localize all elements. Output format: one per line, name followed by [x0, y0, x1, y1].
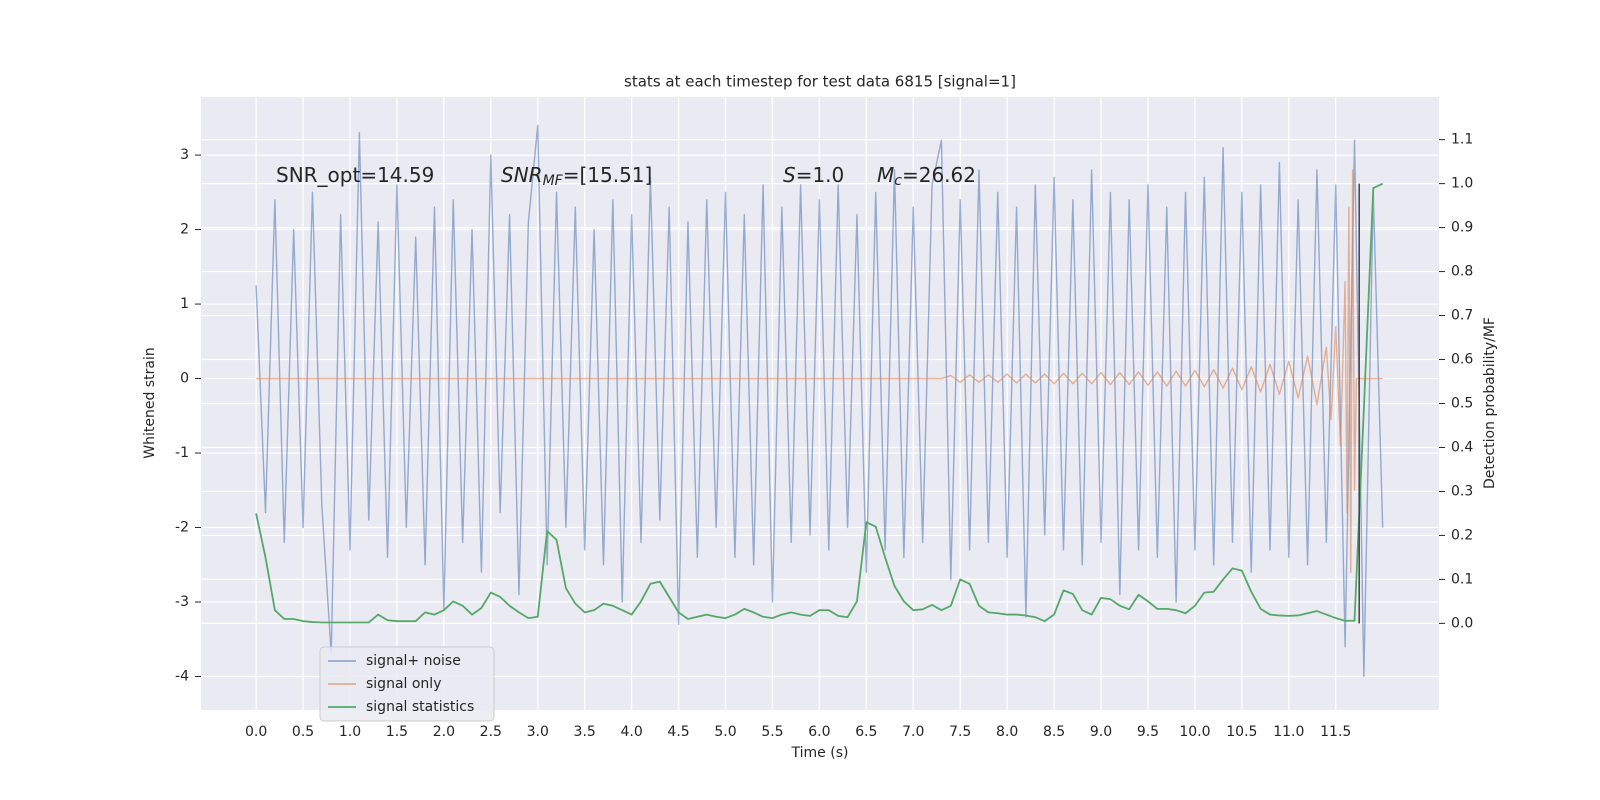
x-tick-label: 8.5: [1043, 724, 1065, 740]
annotation-subscript: c: [894, 173, 902, 189]
annotation: Mc=26.62: [877, 163, 976, 190]
x-tick-label: 9.5: [1137, 724, 1159, 740]
x-tick-label: 3.5: [574, 724, 596, 740]
x-tick-label: 5.5: [761, 724, 783, 740]
y2-tick-label: 0.7: [1451, 308, 1473, 324]
annotation-text: =[15.51]: [563, 163, 653, 187]
y-tick-label: -3: [175, 594, 189, 610]
y2-tick-label: 0.6: [1451, 352, 1473, 368]
x-tick-label: 2.5: [480, 724, 502, 740]
y-tick-label: -1: [175, 445, 189, 461]
x-tick-label: 4.5: [667, 724, 689, 740]
annotation-text: SNR_opt=14.59: [276, 163, 434, 187]
x-tick-label: 10.0: [1179, 724, 1210, 740]
y2-tick-label: 0.1: [1451, 571, 1473, 587]
legend-label: signal statistics: [366, 699, 474, 715]
annotation: SNR_opt=14.59: [276, 163, 434, 187]
annotation-math: S: [783, 163, 796, 187]
x-tick-label: 6.5: [855, 724, 877, 740]
y2-tick-label: 0.0: [1451, 615, 1473, 631]
plot-marks: [255, 124, 1384, 678]
legend-label: signal only: [366, 676, 441, 692]
y2-tick-label: 1.0: [1451, 176, 1473, 192]
x-tick-label: 7.0: [902, 724, 924, 740]
y2-tick-label: 1.1: [1451, 132, 1473, 148]
series-line: [255, 182, 1384, 624]
legend-label: signal+ noise: [366, 653, 461, 669]
annotation-subscript: MF: [543, 173, 564, 189]
x-tick-label: 1.5: [386, 724, 408, 740]
y2-tick-label: 0.4: [1451, 439, 1473, 455]
y-tick-label: 3: [180, 147, 189, 163]
y2-tick-label: 0.5: [1451, 396, 1473, 412]
y2-tick-label: 0.8: [1451, 264, 1473, 280]
x-tick-label: 7.5: [949, 724, 971, 740]
annotation-text: =1.0: [796, 163, 845, 187]
x-tick-label: 6.0: [808, 724, 830, 740]
chart-title: stats at each timestep for test data 681…: [624, 73, 1016, 91]
series-line: [256, 169, 1383, 573]
x-tick-label: 5.0: [714, 724, 736, 740]
y-axis-label: Whitened strain: [142, 347, 158, 458]
y-tick-label: -2: [175, 520, 189, 536]
y2-tick-label: 0.9: [1451, 220, 1473, 236]
y2-tick-label: 0.3: [1451, 483, 1473, 499]
x-tick-label: 0.5: [292, 724, 314, 740]
y-tick-label: 0: [180, 371, 189, 387]
x-tick-label: 8.0: [996, 724, 1018, 740]
x-axis-label: Time (s): [791, 745, 849, 761]
annotation-text: =26.62: [902, 163, 976, 187]
annotation: S=1.0: [783, 163, 844, 187]
x-tick-label: 2.0: [433, 724, 455, 740]
x-tick-label: 11.5: [1320, 724, 1351, 740]
y2-axis-label: Detection probability/MF: [1482, 317, 1498, 489]
x-tick-label: 11.0: [1273, 724, 1304, 740]
overlay: 0.0 0.5 1.0 1.5 2.0 2.5 3.0 3.5 4.0 4.5 5.0 5.5 6.0 6…: [175, 132, 1473, 740]
y-tick-label: 2: [180, 222, 189, 238]
x-tick-label: 0.0: [245, 724, 267, 740]
x-tick-label: 9.0: [1090, 724, 1112, 740]
x-tick-label: 10.5: [1226, 724, 1257, 740]
annotation: SNRMF=[15.51]: [501, 163, 652, 190]
annotation-math: M: [877, 163, 894, 187]
x-tick-label: 4.0: [620, 724, 642, 740]
x-tick-label: 1.0: [339, 724, 361, 740]
y-tick-label: -4: [175, 668, 189, 684]
legend-box: [319, 646, 495, 722]
annotation-math: SNR: [501, 163, 543, 187]
y2-tick-label: 0.2: [1451, 527, 1473, 543]
x-tick-label: 3.0: [527, 724, 549, 740]
y-tick-label: 1: [180, 296, 189, 312]
